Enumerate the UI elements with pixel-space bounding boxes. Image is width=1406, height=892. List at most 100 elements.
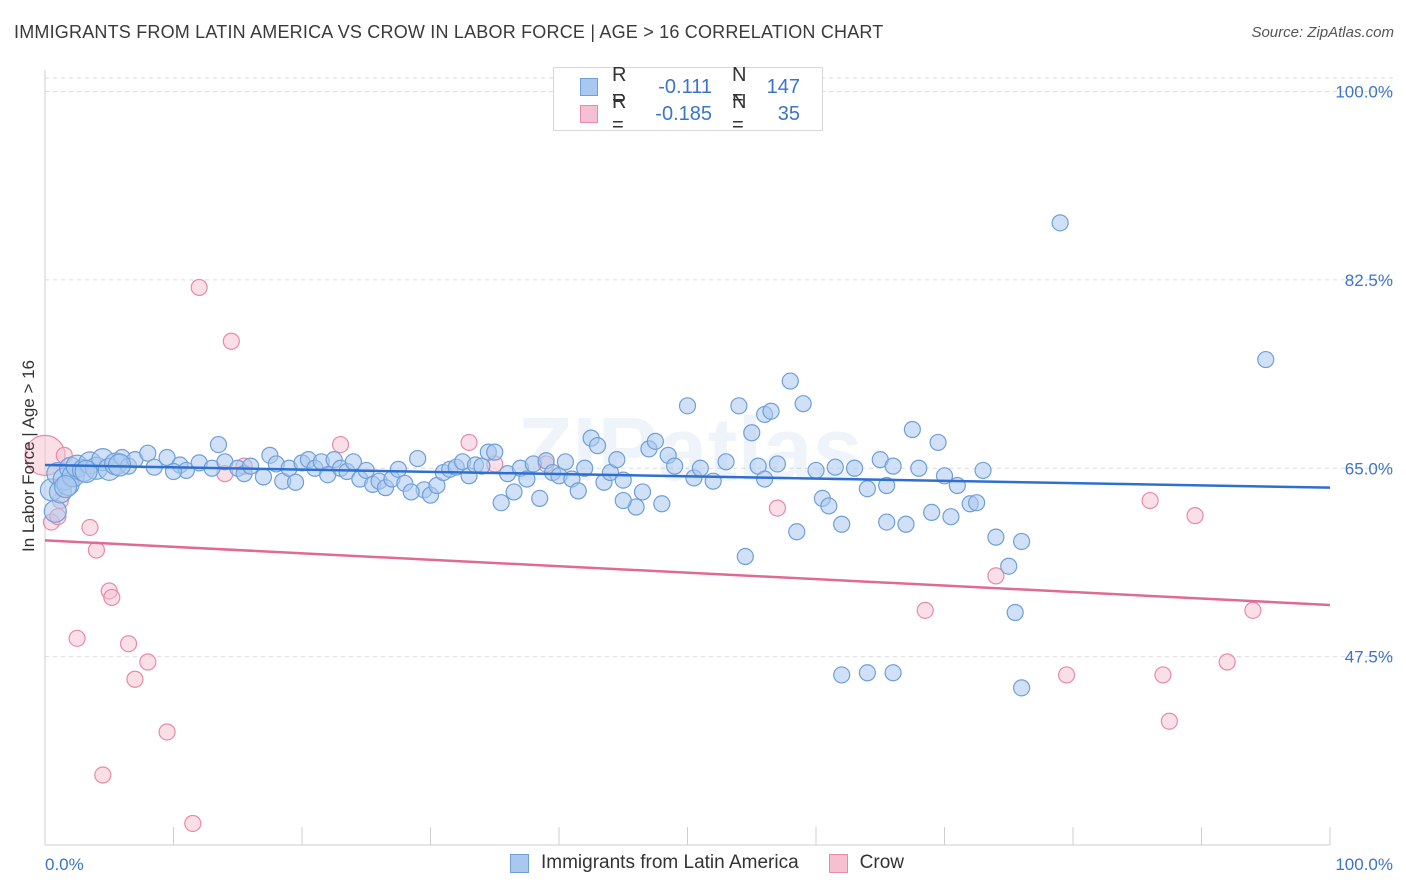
legend-item-immigrants: Immigrants from Latin America	[510, 852, 799, 874]
correlation-legend: R = -0.111 N = 147 R = -0.185 N = 35	[553, 64, 823, 136]
immigrants-point	[608, 451, 626, 469]
immigrants-point	[878, 513, 896, 531]
immigrants-point	[389, 460, 407, 478]
immigrants-point	[164, 462, 183, 481]
y-tick-label: 65.0%	[1345, 459, 1393, 478]
immigrants-point	[762, 402, 780, 420]
series-legend: Immigrants from Latin America Crow	[510, 852, 934, 874]
immigrants-point	[678, 397, 697, 415]
y-tick-label: 82.5%	[1345, 271, 1393, 290]
immigrants-point	[833, 515, 851, 533]
crow-point	[222, 332, 240, 350]
immigrants-point	[730, 397, 748, 415]
y-tick-label: 47.5%	[1345, 648, 1393, 667]
chart-source: Source: ZipAtlas.com	[1251, 24, 1394, 41]
crow-point	[331, 435, 350, 454]
immigrants-point	[897, 515, 915, 533]
immigrants-point	[556, 453, 575, 471]
immigrants-point	[402, 483, 420, 501]
r-label: R =	[612, 91, 627, 136]
n-label: N =	[732, 91, 747, 136]
crow-point	[1141, 491, 1159, 510]
n-label: N =	[732, 64, 747, 109]
crow-point	[460, 433, 478, 452]
immigrants-point	[74, 459, 98, 484]
immigrants-point	[1012, 679, 1031, 697]
pink-swatch-icon	[828, 853, 848, 873]
crow-point	[119, 635, 138, 653]
immigrants-point	[43, 499, 67, 523]
crow-point	[158, 723, 176, 741]
immigrants-point	[807, 461, 825, 480]
immigrants-point	[666, 457, 684, 475]
immigrants-point	[139, 444, 157, 462]
immigrants-point	[254, 468, 273, 486]
y-axis-label: In Labor Force | Age > 16	[19, 360, 38, 552]
x-tick-labels: 0.0% 100.0%	[45, 855, 1393, 874]
grid-lines	[45, 77, 1393, 658]
immigrants-point	[1051, 214, 1069, 232]
n-value: 147	[766, 75, 800, 98]
immigrants-point	[820, 497, 838, 515]
immigrants-point	[1257, 350, 1275, 369]
immigrants-point	[987, 528, 1005, 546]
immigrants-point	[518, 470, 536, 488]
immigrants-point	[858, 664, 877, 682]
immigrants-point	[286, 473, 305, 491]
immigrants-point	[492, 494, 510, 512]
blue-swatch-icon	[510, 853, 529, 873]
pink-swatch-icon	[580, 105, 598, 123]
immigrants-point	[743, 424, 761, 442]
immigrants-point	[781, 372, 799, 390]
crow-trend-line	[44, 539, 1331, 607]
immigrants-point	[968, 494, 986, 512]
crow-points	[24, 278, 1262, 833]
crow-point	[1057, 666, 1076, 684]
crow-point	[139, 653, 157, 671]
immigrants-point	[486, 443, 504, 461]
crow-point	[916, 601, 934, 619]
legend-row-immigrants: R = -0.111 N = 147	[580, 64, 800, 109]
crow-point	[768, 499, 787, 517]
legend-item-crow: Crow	[828, 852, 904, 874]
immigrants-point	[473, 457, 491, 475]
x-tick-label: 100.0%	[1335, 855, 1393, 874]
immigrants-point	[242, 457, 260, 475]
immigrants-trend-line	[44, 463, 1331, 489]
immigrants-point	[833, 666, 851, 684]
crow-point	[81, 518, 99, 537]
crow-point	[987, 567, 1005, 585]
legend-label-immigrants: Immigrants from Latin America	[541, 852, 799, 873]
immigrants-point	[209, 435, 228, 454]
immigrants-point	[794, 395, 812, 413]
immigrants-point	[576, 459, 594, 477]
immigrants-point	[974, 461, 992, 480]
immigrants-point	[1000, 557, 1018, 575]
immigrants-point	[884, 457, 902, 475]
crow-point	[1218, 653, 1236, 671]
crow-point	[190, 278, 208, 297]
immigrants-point	[929, 433, 947, 452]
immigrants-point	[910, 459, 928, 477]
y-tick-label: 100.0%	[1335, 83, 1393, 102]
immigrants-point	[158, 448, 176, 467]
immigrants-point	[878, 476, 896, 495]
r-label: R =	[612, 64, 627, 109]
immigrants-point	[1012, 532, 1031, 551]
legend-label-crow: Crow	[859, 852, 904, 873]
immigrants-point	[653, 495, 671, 513]
immigrants-point	[826, 458, 844, 476]
immigrants-point	[942, 508, 960, 526]
immigrants-point	[409, 449, 427, 468]
crow-point	[68, 629, 86, 647]
immigrants-point	[53, 474, 78, 499]
crow-point	[1154, 666, 1172, 684]
crow-point	[103, 588, 121, 607]
immigrants-point	[845, 459, 864, 477]
y-tick-labels: 47.5% 65.0% 82.5% 100.0%	[1335, 83, 1393, 667]
immigrants-point	[588, 437, 607, 455]
chart-title: IMMIGRANTS FROM LATIN AMERICA VS CROW IN…	[14, 22, 884, 42]
trend-lines	[44, 463, 1331, 607]
immigrants-point	[788, 523, 806, 541]
crow-point	[1186, 507, 1204, 525]
